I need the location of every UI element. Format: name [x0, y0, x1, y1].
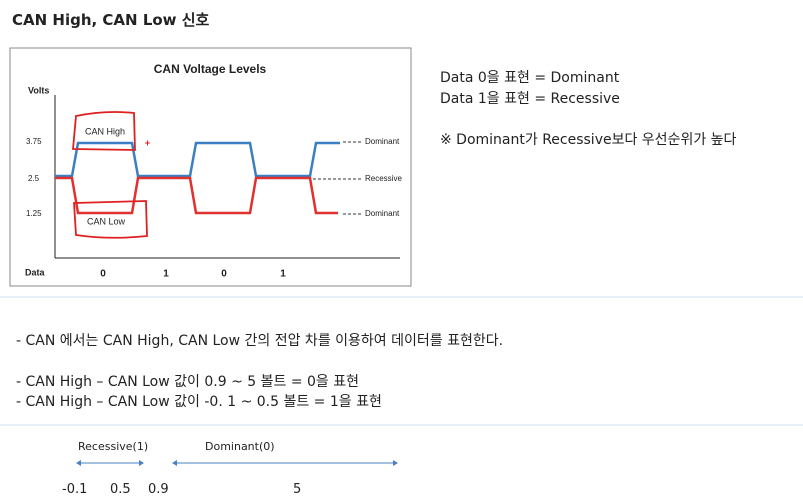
range-number: 0.5: [110, 482, 131, 497]
annotation-box: [73, 200, 148, 239]
figure-frame: [9, 47, 412, 287]
bit: 1: [280, 269, 286, 280]
level-name: Dominant: [365, 209, 400, 218]
range-number: 0.9: [148, 482, 169, 497]
bit: 0: [100, 269, 106, 280]
line-label: CAN High: [85, 126, 125, 136]
bullet: - CAN High – CAN Low 값이 -0. 1 ~ 0.5 볼트 =…: [16, 394, 382, 410]
y-axis-label: Volts: [28, 85, 49, 95]
note: Data 0을 표현 = Dominant: [440, 70, 620, 86]
bit: 0: [221, 269, 227, 280]
line-label: CAN Low: [87, 216, 126, 226]
y-level: 2.5: [28, 174, 40, 183]
level-name: Recessive: [365, 174, 402, 183]
mark: [145, 140, 150, 146]
bit: 1: [163, 269, 169, 280]
figure-title: CAN Voltage Levels: [154, 62, 267, 76]
note: Data 1을 표현 = Recessive: [440, 91, 620, 107]
range-label: Dominant(0): [205, 440, 275, 453]
annotation-box: [72, 111, 136, 151]
level-name: Dominant: [365, 137, 400, 146]
note: ※ Dominant가 Recessive보다 우선순위가 높다: [440, 132, 737, 148]
can-low-line: [55, 176, 338, 215]
range-number: -0.1: [62, 482, 88, 497]
range-label: Recessive(1): [78, 440, 149, 453]
y-level: 1.25: [26, 209, 42, 218]
bullet: - CAN High – CAN Low 값이 0.9 ~ 5 볼트 = 0을 …: [16, 374, 360, 390]
x-axis-label: Data: [25, 267, 46, 277]
bullet: - CAN 에서는 CAN High, CAN Low 간의 전압 차를 이용하…: [16, 333, 504, 349]
range-number: 5: [293, 482, 302, 497]
y-level: 3.75: [26, 137, 42, 146]
page-title: CAN High, CAN Low 신호: [12, 11, 210, 29]
